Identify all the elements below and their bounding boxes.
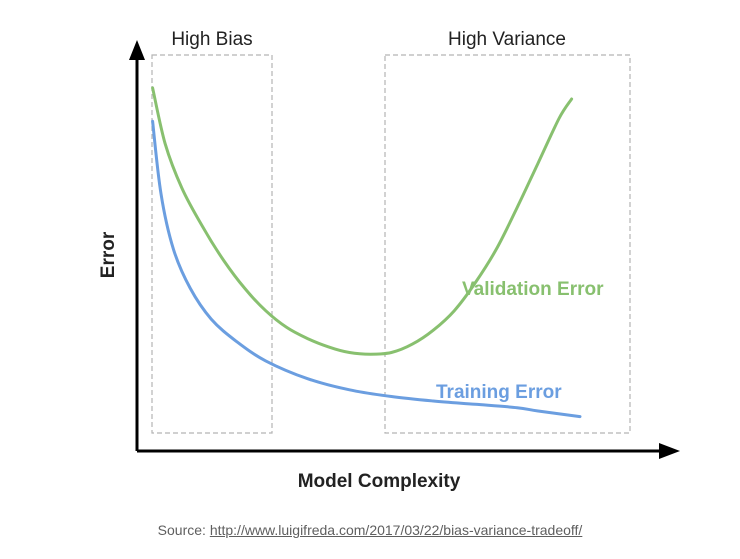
high-bias-region <box>151 54 273 434</box>
training-error-label: Training Error <box>436 382 562 403</box>
source-link[interactable]: http://www.luigifreda.com/2017/03/22/bia… <box>209 522 583 538</box>
validation-error-line <box>151 86 574 356</box>
high-variance-region <box>384 54 631 434</box>
y-axis-arrowhead <box>129 40 145 60</box>
training-error-line <box>151 119 582 419</box>
x-axis-arrowhead <box>659 443 680 459</box>
high-variance-label: High Variance <box>448 29 566 50</box>
y-axis-title: Error <box>98 231 119 278</box>
caption-prefix: Source: <box>157 522 210 538</box>
high-bias-label: High Bias <box>171 29 252 50</box>
source-caption: Source: http://www.luigifreda.com/2017/0… <box>0 522 740 538</box>
validation-error-label: Validation Error <box>462 279 604 300</box>
x-axis-title: Model Complexity <box>298 471 461 492</box>
